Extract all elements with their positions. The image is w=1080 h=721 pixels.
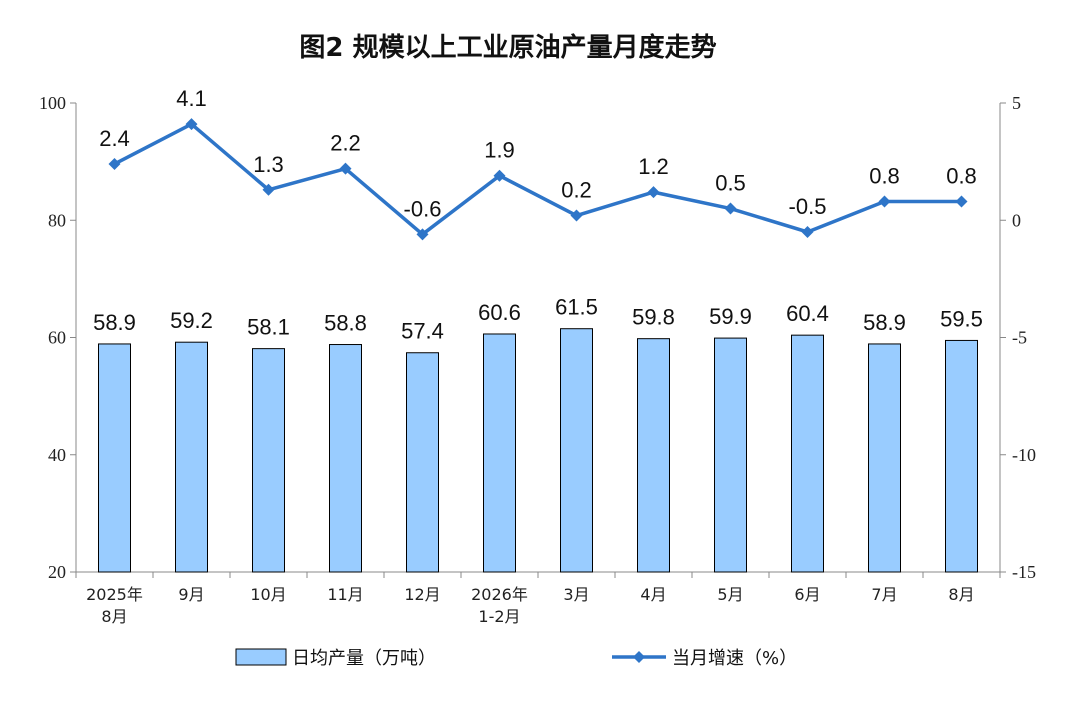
bar-value-label: 57.4 <box>401 319 444 344</box>
line-point <box>570 209 583 222</box>
bar-value-label: 58.9 <box>93 310 136 335</box>
bar <box>714 337 747 573</box>
bar-value-label: 59.8 <box>632 305 675 330</box>
bar <box>945 339 978 573</box>
left-tick-label: 60 <box>48 328 66 348</box>
bar-value-label: 59.5 <box>940 306 983 331</box>
right-tick-label: -15 <box>1012 562 1036 582</box>
line-point <box>878 195 891 208</box>
bar-value-label: 59.9 <box>709 304 752 329</box>
line-value-label: 4.1 <box>176 86 207 111</box>
bar <box>483 333 516 573</box>
category-label: 5月 <box>717 585 743 604</box>
category-label: 12月 <box>404 585 440 604</box>
chart-title: 图2 规模以上工业原油产量月度走势 <box>299 32 716 63</box>
bar-value-label: 60.4 <box>786 301 829 326</box>
line-point <box>108 157 121 170</box>
bar-value-label: 61.5 <box>555 295 598 320</box>
line-point <box>801 225 814 238</box>
left-axis: 20 40 60 80 100 <box>39 93 77 582</box>
bar <box>868 343 901 573</box>
category-label: 10月 <box>250 585 286 604</box>
line-point <box>493 169 506 182</box>
bar <box>791 334 824 573</box>
bar <box>329 344 362 573</box>
line-value-label: 2.4 <box>99 126 130 151</box>
category-label: 11月 <box>327 585 363 604</box>
bar <box>175 341 208 573</box>
line-value-label: -0.5 <box>789 194 827 219</box>
bar-value-label: 58.9 <box>863 310 906 335</box>
bar <box>252 348 285 573</box>
right-tick-label: 5 <box>1012 93 1021 113</box>
line-series: 2.4 4.1 1.3 2.2 -0.6 1.9 0.2 1.2 0.5 -0.5 0.8 0.8 <box>99 86 977 241</box>
bar <box>560 328 593 573</box>
line-value-label: 0.2 <box>561 178 592 203</box>
bar-value-label: 60.6 <box>478 300 521 325</box>
line-point <box>185 118 198 131</box>
bar-value-label: 58.8 <box>324 311 367 336</box>
right-axis: -15 -10 -5 0 5 <box>999 93 1036 582</box>
bar-value-label: 58.1 <box>247 315 290 340</box>
line-value-label: 1.3 <box>253 152 284 177</box>
legend: 日均产量（万吨） 当月增速（%） <box>235 648 797 669</box>
category-label: 2026年 <box>471 585 528 604</box>
left-tick-label: 40 <box>48 445 66 465</box>
category-label: 7月 <box>871 585 897 604</box>
bar <box>406 352 439 573</box>
right-tick-label: -10 <box>1012 445 1036 465</box>
legend-bar-swatch <box>235 648 287 666</box>
line-point <box>955 195 968 208</box>
line-point <box>724 202 737 215</box>
category-label: 8月 <box>948 585 974 604</box>
right-tick-label: 0 <box>1012 210 1021 230</box>
bar <box>637 338 670 573</box>
line-point <box>262 183 275 196</box>
left-tick-label: 100 <box>39 93 66 113</box>
line-point <box>339 162 352 175</box>
legend-line-label: 当月增速（%） <box>672 648 797 669</box>
right-tick-label: -5 <box>1012 328 1027 348</box>
left-tick-label: 80 <box>48 210 66 230</box>
left-tick-label: 20 <box>48 562 66 582</box>
line-value-label: 1.2 <box>638 154 669 179</box>
bar-series: 58.9 59.2 58.1 58.8 57.4 60.6 61.5 59.8 59.9 60.4… <box>93 295 983 573</box>
growth-line <box>113 122 962 237</box>
line-value-label: 0.8 <box>946 163 977 188</box>
category-label: 2025年 <box>86 585 143 604</box>
category-label: 1-2月 <box>478 607 520 626</box>
category-label: 6月 <box>794 585 820 604</box>
legend-bar-label: 日均产量（万吨） <box>292 648 436 669</box>
category-label: 8月 <box>101 607 127 626</box>
line-value-label: -0.6 <box>404 196 442 221</box>
category-label: 4月 <box>640 585 666 604</box>
line-value-label: 0.5 <box>715 171 746 196</box>
bar <box>98 343 131 573</box>
category-label: 9月 <box>178 585 204 604</box>
line-point <box>416 228 429 241</box>
x-axis: 2025年 8月 9月 10月 11月 12月 2026年 1-2月 3月 4月 5月 6月 7月 8月 <box>75 571 1001 626</box>
line-value-label: 1.9 <box>484 138 515 163</box>
line-value-label: 2.2 <box>330 131 361 156</box>
bar-value-label: 59.2 <box>170 308 213 333</box>
line-point <box>647 186 660 199</box>
category-label: 3月 <box>563 585 589 604</box>
line-value-label: 0.8 <box>869 163 900 188</box>
legend-line-marker <box>633 651 645 663</box>
